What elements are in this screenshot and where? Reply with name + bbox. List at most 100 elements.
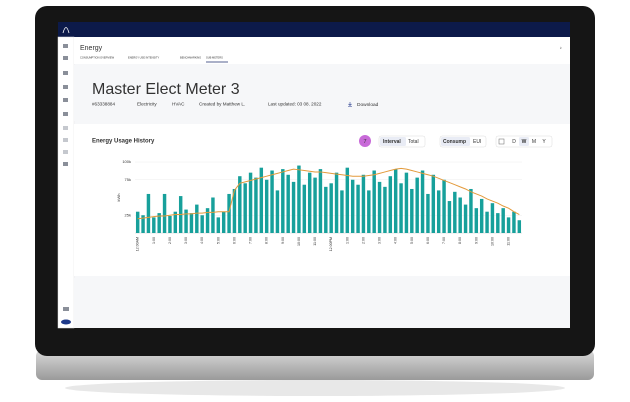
y-tick-label: 75k: [125, 177, 131, 182]
logo: [62, 27, 70, 34]
bar: [168, 215, 172, 233]
bar: [393, 169, 398, 233]
bar: [297, 165, 301, 233]
metric-option[interactable]: Consump: [443, 139, 466, 145]
bar: [501, 208, 505, 233]
x-tick-label: 3:00: [378, 237, 382, 244]
x-tick-label: 12:00AM: [136, 237, 140, 251]
bar: [291, 181, 296, 233]
sidebar: [57, 36, 75, 329]
metric-option[interactable]: EUI: [473, 139, 481, 145]
period-option[interactable]: M: [532, 139, 536, 145]
bar: [264, 179, 269, 233]
x-tick-label: 2:00: [168, 237, 172, 244]
bar: [350, 179, 355, 233]
meta-item: Last updated: 03 08. 2022: [268, 102, 322, 107]
period-option[interactable]: D: [512, 139, 516, 145]
tab[interactable]: SUB METERS: [206, 56, 223, 60]
bar: [302, 184, 307, 233]
period-option[interactable]: W: [522, 139, 527, 145]
meta-item: Electricity: [137, 102, 157, 107]
bar: [281, 169, 285, 233]
bar: [152, 217, 156, 233]
x-tick-label: 9:00: [474, 237, 478, 244]
section-title: Energy: [80, 45, 103, 52]
x-tick-label: 11:00: [507, 237, 511, 246]
bar: [318, 169, 323, 233]
x-tick-label: 7:00: [249, 237, 253, 244]
meter-header: [74, 65, 570, 121]
mode-option[interactable]: Total: [408, 139, 419, 145]
bar: [141, 215, 145, 233]
bar: [388, 176, 393, 233]
x-tick-label: 8:00: [265, 237, 269, 244]
bar: [307, 172, 312, 233]
bar: [243, 183, 247, 233]
y-axis-label: kWh: [116, 194, 121, 202]
x-tick-label: 8:00: [458, 237, 462, 244]
bar: [410, 188, 414, 233]
calendar-icon[interactable]: [498, 138, 505, 145]
metric-active: [441, 137, 470, 146]
sidebar-icons: [61, 44, 71, 325]
chart-title: Energy Usage History: [92, 139, 155, 145]
bar: [313, 177, 317, 233]
bar: [259, 167, 264, 233]
bar: [135, 211, 140, 233]
badge[interactable]: [359, 135, 371, 147]
tab[interactable]: BENCHMARKING: [180, 56, 201, 60]
bar: [453, 191, 457, 233]
bar: [383, 186, 387, 233]
badge-text: 7: [363, 139, 366, 145]
download-link[interactable]: Download: [357, 102, 379, 108]
bar: [238, 176, 242, 233]
bar: [248, 172, 253, 233]
bar: [146, 193, 151, 233]
bar: [474, 208, 479, 233]
tab[interactable]: CONSUMPTION OVERVIEW: [80, 56, 115, 60]
mode-option[interactable]: Interval: [383, 139, 401, 145]
bar: [340, 190, 344, 233]
period-option[interactable]: Y: [542, 139, 546, 145]
bar: [517, 220, 522, 233]
meta-item: Created by Matthew L.: [199, 102, 245, 107]
x-tick-label: 10:00: [297, 237, 301, 246]
bar: [157, 213, 161, 233]
bar: [458, 197, 462, 233]
x-tick-label: 5:00: [410, 237, 414, 244]
page-header: [74, 37, 570, 64]
bar: [506, 217, 511, 233]
bar: [162, 193, 167, 233]
bar: [442, 179, 446, 233]
bar: [367, 190, 371, 233]
bar: [377, 181, 382, 233]
x-tick-label: 12:00PM: [329, 237, 333, 251]
bar: [490, 203, 495, 233]
tab[interactable]: ENERGY USE INTENSITY: [128, 56, 159, 60]
top-bar: [58, 22, 570, 37]
bar: [345, 167, 350, 233]
bar: [189, 213, 194, 233]
bar: [361, 174, 366, 233]
x-tick-label: 6:00: [426, 237, 430, 244]
bar: [205, 208, 210, 233]
x-tick-label: 7:00: [442, 237, 446, 244]
bar: [436, 190, 441, 233]
download-icon[interactable]: [348, 102, 352, 107]
meter-title: Master Elect Meter 3: [92, 81, 240, 98]
y-tick-label: 25k: [125, 212, 131, 217]
bar: [463, 204, 468, 233]
bar: [221, 211, 226, 233]
mode-active: [380, 137, 406, 146]
x-tick-label: 4:00: [200, 237, 204, 244]
x-tick-label: 11:00: [313, 237, 317, 246]
bar: [232, 188, 237, 233]
bar: [200, 215, 204, 233]
bar: [512, 211, 516, 233]
close-icon[interactable]: ›: [560, 45, 562, 51]
bar: [420, 170, 425, 233]
shadow: [65, 380, 565, 396]
bar: [216, 217, 221, 233]
bar: [275, 190, 280, 233]
